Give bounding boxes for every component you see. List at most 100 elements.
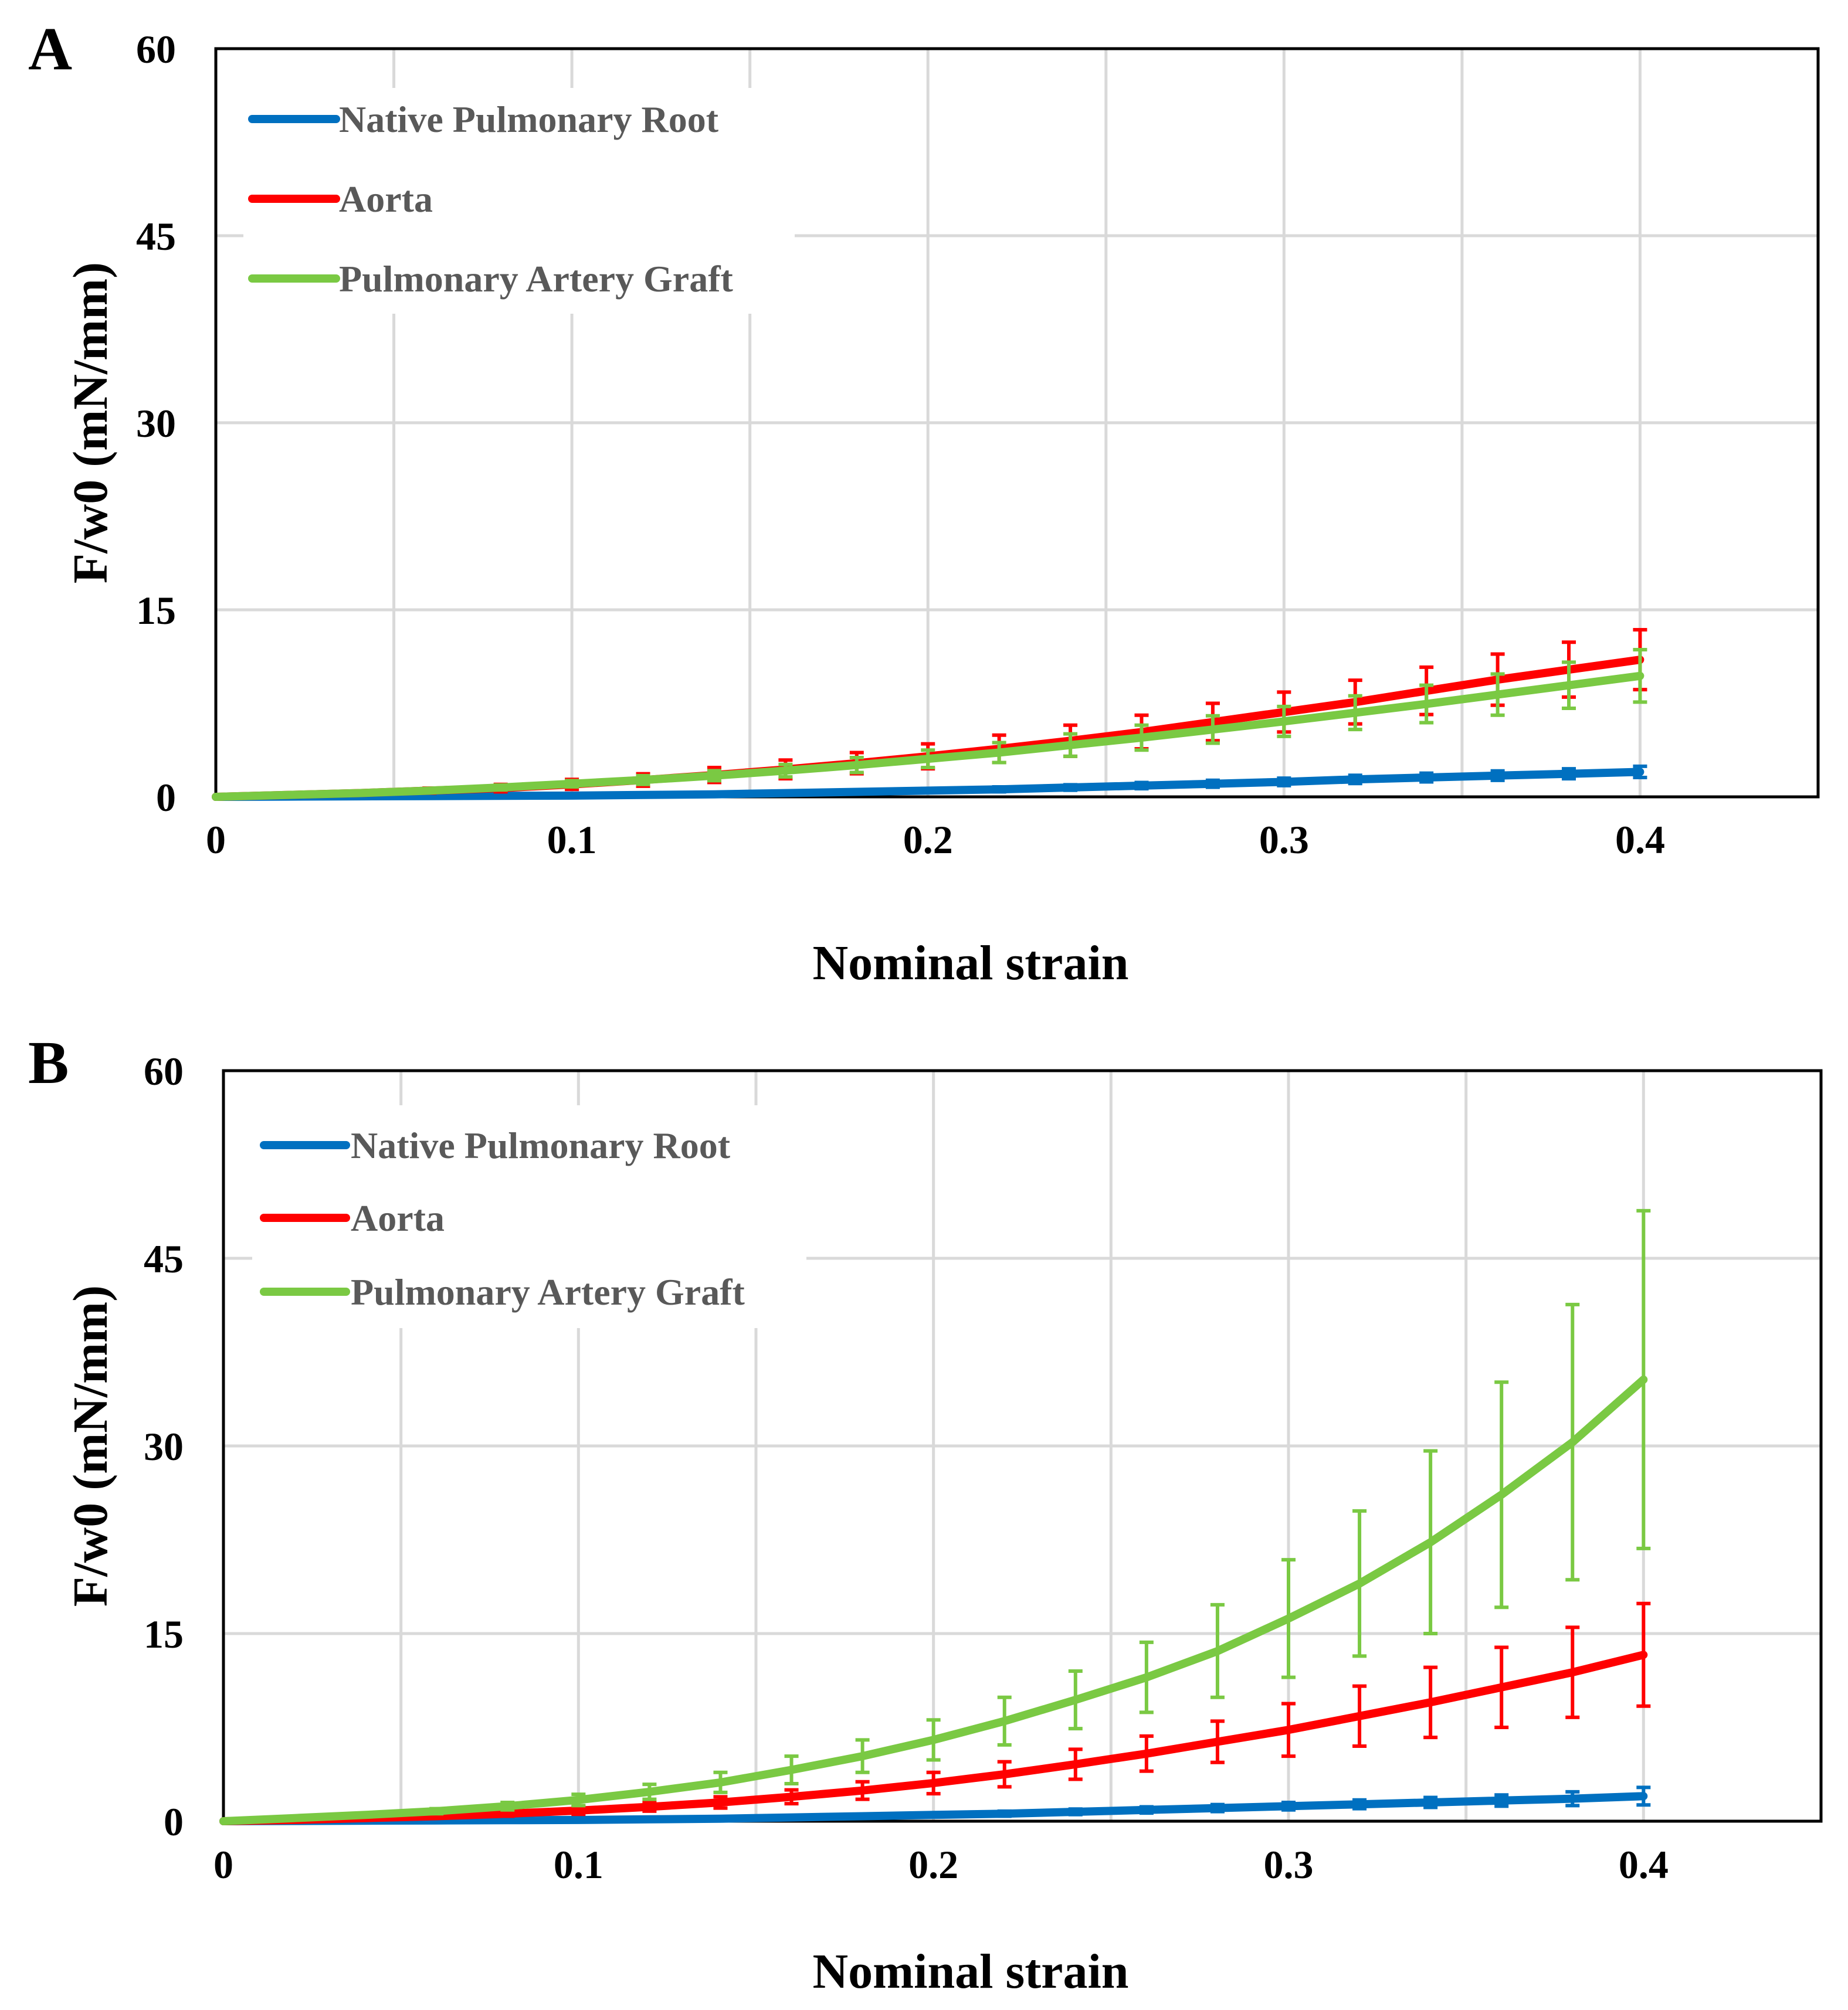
y-tick-label-b: 45 xyxy=(144,1237,184,1281)
data-point-pulmonary-artery-graft-b xyxy=(931,1738,935,1742)
y-tick-label-a: 30 xyxy=(136,401,176,446)
data-point-pulmonary-artery-graft-a xyxy=(1425,702,1429,706)
data-point-native-pulmonary-root-a xyxy=(499,794,503,798)
data-point-pulmonary-artery-graft-b xyxy=(1571,1440,1575,1444)
y-axis-title-b: F/w0 (mN/mm) xyxy=(63,1285,118,1607)
y-tick-labels-b: 0 15 30 45 60 xyxy=(144,1049,184,1844)
data-point-native-pulmonary-root-b xyxy=(1287,1804,1290,1808)
data-point-pulmonary-artery-graft-b xyxy=(435,1809,439,1813)
data-point-pulmonary-artery-graft-a xyxy=(499,786,503,790)
series-layer-a xyxy=(212,628,1647,801)
x-tick-label-a: 0 xyxy=(206,817,226,862)
x-tick-label-b: 0.2 xyxy=(908,1842,958,1887)
y-tick-label-b: 15 xyxy=(144,1612,184,1656)
data-point-native-pulmonary-root-b xyxy=(1642,1794,1646,1798)
y-tick-label-a: 60 xyxy=(136,27,176,72)
data-point-native-pulmonary-root-b xyxy=(931,1813,935,1817)
y-tick-label-a: 0 xyxy=(156,775,176,820)
data-point-pulmonary-artery-graft-a xyxy=(1638,674,1642,678)
data-point-aorta-b xyxy=(1500,1685,1504,1689)
data-point-pulmonary-artery-graft-a xyxy=(926,757,930,761)
data-point-pulmonary-artery-graft-a xyxy=(1567,683,1571,687)
data-point-native-pulmonary-root-a xyxy=(1638,770,1642,774)
data-point-pulmonary-artery-graft-a xyxy=(1210,728,1215,732)
data-point-native-pulmonary-root-a xyxy=(1567,772,1571,776)
series-native-pulmonary-root-b xyxy=(219,1785,1651,1825)
data-point-aorta-b xyxy=(1287,1728,1290,1732)
data-point-native-pulmonary-root-a xyxy=(570,793,574,797)
data-point-pulmonary-artery-graft-b xyxy=(1287,1617,1290,1621)
data-point-aorta-b xyxy=(1144,1751,1148,1756)
data-point-aorta-b xyxy=(1642,1653,1646,1657)
data-point-pulmonary-artery-graft-b xyxy=(1215,1649,1219,1653)
x-tick-label-a: 0.2 xyxy=(903,817,953,862)
x-tick-label-b: 0.4 xyxy=(1619,1842,1669,1887)
data-point-native-pulmonary-root-a xyxy=(1210,782,1215,786)
data-point-pulmonary-artery-graft-a xyxy=(1069,743,1073,747)
data-point-pulmonary-artery-graft-b xyxy=(1002,1719,1006,1723)
legend-label-native-a: Native Pulmonary Root xyxy=(339,99,719,140)
panel-b: B 0 0.1 0.2 0.3 0.4 0 15 30 45 60 Nominal strain… xyxy=(28,1029,1823,1999)
data-point-native-pulmonary-root-a xyxy=(641,793,645,797)
plot-area-a xyxy=(214,47,1820,799)
data-point-pulmonary-artery-graft-b xyxy=(364,1813,368,1817)
x-tick-labels-a: 0 0.1 0.2 0.3 0.4 xyxy=(206,817,1665,862)
data-point-native-pulmonary-root-b xyxy=(1215,1806,1219,1810)
data-point-pulmonary-artery-graft-b xyxy=(647,1790,652,1794)
data-point-aorta-b xyxy=(1429,1700,1433,1705)
data-point-native-pulmonary-root-a xyxy=(1069,786,1073,790)
data-point-aorta-b xyxy=(1002,1773,1006,1776)
series-pulmonary-artery-graft-b xyxy=(219,1208,1651,1825)
x-axis-title-a: Nominal strain xyxy=(812,936,1128,990)
data-point-pulmonary-artery-graft-b xyxy=(789,1768,794,1772)
data-point-aorta-b xyxy=(506,1812,510,1816)
data-point-native-pulmonary-root-b xyxy=(789,1815,794,1819)
x-tick-label-a: 0.3 xyxy=(1259,817,1309,862)
data-point-native-pulmonary-root-a xyxy=(784,791,788,795)
data-point-native-pulmonary-root-a xyxy=(1140,783,1144,787)
data-point-pulmonary-artery-graft-b xyxy=(1358,1581,1362,1585)
legend-b: Native Pulmonary Root Aorta Pulmonary Ar… xyxy=(252,1105,806,1328)
data-point-native-pulmonary-root-a xyxy=(428,794,432,798)
legend-a: Native Pulmonary Root Aorta Pulmonary Ar… xyxy=(243,88,795,314)
data-point-pulmonary-artery-graft-b xyxy=(1144,1675,1148,1679)
data-point-native-pulmonary-root-b xyxy=(1002,1812,1006,1816)
data-point-aorta-b xyxy=(1215,1740,1219,1744)
legend-label-aorta-a: Aorta xyxy=(339,178,433,220)
data-point-native-pulmonary-root-b xyxy=(718,1817,723,1821)
data-point-native-pulmonary-root-a xyxy=(712,792,716,796)
x-axis-title-b: Nominal strain xyxy=(812,1944,1128,1999)
x-tick-label-a: 0.4 xyxy=(1615,817,1665,862)
legend-label-graft-b: Pulmonary Artery Graft xyxy=(351,1271,745,1313)
data-point-native-pulmonary-root-b xyxy=(1144,1808,1148,1812)
data-point-pulmonary-artery-graft-a xyxy=(855,763,859,767)
data-point-native-pulmonary-root-a xyxy=(1282,780,1286,784)
data-point-pulmonary-artery-graft-a xyxy=(428,789,432,793)
data-point-pulmonary-artery-graft-b xyxy=(506,1804,510,1808)
data-point-aorta-b xyxy=(789,1795,794,1799)
data-point-aorta-b xyxy=(860,1788,864,1792)
data-point-pulmonary-artery-graft-a xyxy=(356,791,360,795)
data-point-native-pulmonary-root-a xyxy=(1496,773,1500,777)
legend-label-graft-a: Pulmonary Artery Graft xyxy=(339,258,734,300)
data-point-pulmonary-artery-graft-a xyxy=(570,782,574,786)
data-point-pulmonary-artery-graft-b xyxy=(222,1819,225,1823)
data-point-native-pulmonary-root-a xyxy=(1425,776,1429,780)
y-tick-label-b: 0 xyxy=(164,1800,184,1844)
data-point-native-pulmonary-root-b xyxy=(506,1818,510,1822)
data-point-native-pulmonary-root-b xyxy=(1571,1797,1575,1801)
legend-label-aorta-b: Aorta xyxy=(351,1197,445,1239)
data-point-pulmonary-artery-graft-a xyxy=(1353,711,1357,715)
series-layer-b xyxy=(219,1208,1651,1825)
data-point-pulmonary-artery-graft-b xyxy=(1429,1540,1433,1544)
data-point-pulmonary-artery-graft-a xyxy=(641,778,645,782)
y-tick-label-b: 30 xyxy=(144,1424,184,1469)
panel-label-b: B xyxy=(28,1029,69,1096)
x-tick-label-a: 0.1 xyxy=(547,817,597,862)
series-aorta-b xyxy=(219,1601,1651,1825)
y-tick-labels-a: 0 15 30 45 60 xyxy=(136,27,176,820)
y-tick-label-a: 45 xyxy=(136,214,176,259)
y-tick-label-b: 60 xyxy=(144,1049,184,1094)
data-point-aorta-b xyxy=(647,1805,652,1809)
